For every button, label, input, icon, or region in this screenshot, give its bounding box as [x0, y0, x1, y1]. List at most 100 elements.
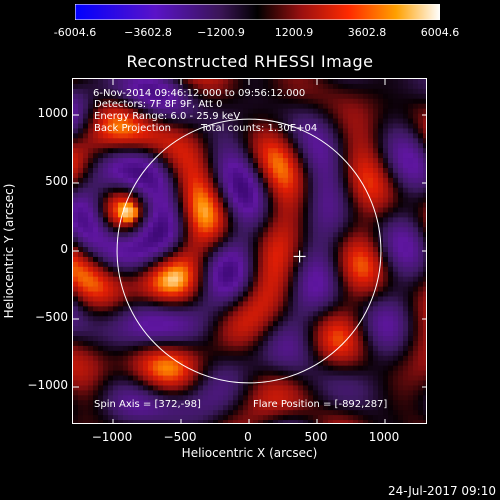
- heatmap-cell: [248, 385, 254, 391]
- heatmap-cell: [73, 331, 79, 337]
- heatmap-cell: [78, 252, 84, 258]
- heatmap-cell: [353, 360, 359, 367]
- heatmap-cell: [198, 321, 204, 327]
- heatmap-cell: [163, 192, 169, 199]
- heatmap-cell: [213, 296, 219, 303]
- heatmap-cell: [193, 252, 199, 258]
- heatmap-cell: [228, 395, 234, 401]
- heatmap-cell: [243, 93, 249, 100]
- heatmap-cell: [188, 360, 194, 367]
- heatmap-cell: [418, 380, 424, 387]
- heatmap-cell: [393, 118, 399, 125]
- heatmap-cell: [93, 187, 99, 194]
- heatmap-cell: [83, 420, 89, 423]
- heatmap-cell: [323, 187, 329, 194]
- heatmap-cell: [98, 350, 104, 357]
- heatmap-cell: [273, 167, 279, 174]
- heatmap-cell: [288, 296, 294, 303]
- axis-tick-marks: [73, 79, 426, 423]
- heatmap-cell: [313, 138, 319, 144]
- heatmap-cell: [103, 143, 109, 149]
- heatmap-cell: [298, 390, 304, 396]
- heatmap-cell: [203, 83, 209, 90]
- heatmap-cell: [273, 316, 279, 322]
- heatmap-cell: [188, 158, 194, 164]
- heatmap-cell: [368, 306, 374, 312]
- heatmap-cell: [253, 232, 259, 238]
- heatmap-cell: [143, 296, 149, 303]
- heatmap-cell: [318, 385, 324, 391]
- heatmap-cell: [298, 256, 304, 263]
- heatmap-cell: [423, 207, 426, 214]
- heatmap-cell: [318, 326, 324, 332]
- heatmap-cell: [228, 360, 234, 367]
- heatmap-cell: [123, 103, 129, 110]
- heatmap-cell: [273, 79, 279, 85]
- heatmap-cell: [288, 192, 294, 199]
- heatmap-cell: [218, 340, 224, 347]
- heatmap-cell: [418, 158, 424, 164]
- heatmap-cell: [218, 360, 224, 367]
- heatmap-cell: [263, 177, 269, 184]
- heatmap-cell: [258, 212, 264, 218]
- heatmap-cell: [378, 420, 384, 423]
- heatmap-cell: [328, 340, 334, 347]
- heatmap-cell: [273, 350, 279, 357]
- heatmap-cell: [158, 365, 164, 372]
- heatmap-cell: [133, 281, 139, 288]
- heatmap-cell: [363, 355, 369, 362]
- heatmap-cell: [108, 375, 114, 382]
- heatmap-cell: [123, 266, 129, 273]
- heatmap-cell: [293, 123, 299, 130]
- heatmap-cell: [88, 177, 94, 184]
- heatmap-cell: [383, 306, 389, 312]
- heatmap-cell: [268, 192, 274, 199]
- heatmap-cell: [373, 252, 379, 258]
- heatmap-cell: [138, 326, 144, 332]
- heatmap-cell: [78, 83, 84, 90]
- heatmap-cell: [183, 207, 189, 214]
- heatmap-cell: [163, 113, 169, 120]
- heatmap-cell: [118, 276, 124, 283]
- heatmap-cell: [228, 212, 234, 218]
- heatmap-cell: [83, 395, 89, 401]
- heatmap-cell: [188, 232, 194, 238]
- heatmap-cell: [193, 212, 199, 218]
- heatmap-cell: [233, 217, 239, 223]
- heatmap-cell: [108, 252, 114, 258]
- heatmap-cell: [123, 232, 129, 238]
- heatmap-cell: [338, 400, 344, 406]
- heatmap-cell: [408, 400, 414, 406]
- heatmap-cell: [178, 197, 184, 204]
- heatmap-cell: [153, 148, 159, 154]
- heatmap-cell: [348, 336, 354, 342]
- heatmap-cell: [183, 415, 189, 421]
- heatmap-cell: [143, 350, 149, 357]
- heatmap-cell: [153, 301, 159, 307]
- heatmap-cell: [298, 345, 304, 352]
- heatmap-cell: [248, 192, 254, 199]
- heatmap-cell: [203, 182, 209, 189]
- heatmap-cell: [108, 355, 114, 362]
- heatmap-cell: [388, 252, 394, 258]
- heatmap-cell: [103, 197, 109, 204]
- heatmap-cell: [328, 232, 334, 238]
- heatmap-cell: [368, 83, 374, 90]
- heatmap-cell: [338, 237, 344, 243]
- heatmap-cell: [228, 177, 234, 184]
- heatmap-cell: [368, 375, 374, 382]
- heatmap-cell: [268, 242, 274, 248]
- heatmap-cell: [328, 133, 334, 139]
- heatmap-cell: [138, 79, 144, 85]
- heatmap-cell: [388, 172, 394, 179]
- heatmap-cell: [248, 177, 254, 184]
- heatmap-cell: [123, 192, 129, 199]
- heatmap-cell: [153, 286, 159, 293]
- heatmap-cell: [418, 296, 424, 303]
- heatmap-cell: [153, 212, 159, 218]
- heatmap-cell: [133, 395, 139, 401]
- heatmap-cell: [323, 311, 329, 317]
- heatmap-cell: [93, 158, 99, 164]
- heatmap-cell: [288, 256, 294, 263]
- heatmap-cell: [368, 415, 374, 421]
